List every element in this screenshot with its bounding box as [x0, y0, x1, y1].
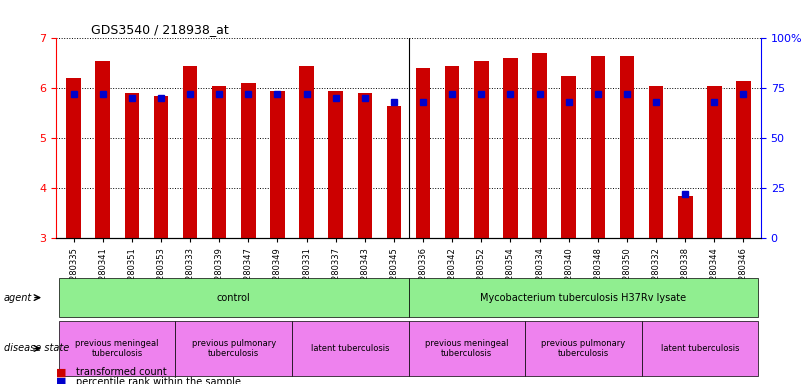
Bar	[300, 66, 314, 238]
Text: previous meningeal
tuberculosis: previous meningeal tuberculosis	[75, 339, 159, 358]
Bar	[649, 86, 663, 238]
Bar	[66, 78, 81, 238]
Bar	[95, 61, 110, 238]
Bar	[533, 53, 547, 238]
Text: transformed count: transformed count	[76, 367, 167, 377]
Bar	[707, 86, 722, 238]
Text: control: control	[217, 293, 251, 303]
Text: previous meningeal
tuberculosis: previous meningeal tuberculosis	[425, 339, 509, 358]
Text: agent: agent	[4, 293, 32, 303]
Bar	[270, 91, 284, 238]
Text: ■: ■	[56, 367, 66, 377]
Bar	[241, 83, 256, 238]
Bar	[416, 68, 430, 238]
Text: previous pulmonary
tuberculosis: previous pulmonary tuberculosis	[191, 339, 276, 358]
Text: disease state: disease state	[4, 343, 69, 354]
Text: percentile rank within the sample: percentile rank within the sample	[76, 377, 241, 384]
Bar	[678, 195, 693, 238]
Bar	[445, 66, 460, 238]
Bar	[357, 93, 372, 238]
Text: Mycobacterium tuberculosis H37Rv lysate: Mycobacterium tuberculosis H37Rv lysate	[481, 293, 686, 303]
Bar	[503, 58, 517, 238]
Bar	[474, 61, 489, 238]
Bar	[124, 93, 139, 238]
Text: GDS3540 / 218938_at: GDS3540 / 218938_at	[91, 23, 229, 36]
Bar	[183, 66, 197, 238]
Text: latent tuberculosis: latent tuberculosis	[311, 344, 389, 353]
Text: ■: ■	[56, 377, 66, 384]
Bar	[620, 56, 634, 238]
Text: previous pulmonary
tuberculosis: previous pulmonary tuberculosis	[541, 339, 626, 358]
Bar	[736, 81, 751, 238]
Bar	[328, 91, 343, 238]
Bar	[154, 96, 168, 238]
Bar	[590, 56, 605, 238]
Text: latent tuberculosis: latent tuberculosis	[661, 344, 739, 353]
Bar	[562, 76, 576, 238]
Bar	[387, 106, 401, 238]
Bar	[212, 86, 227, 238]
